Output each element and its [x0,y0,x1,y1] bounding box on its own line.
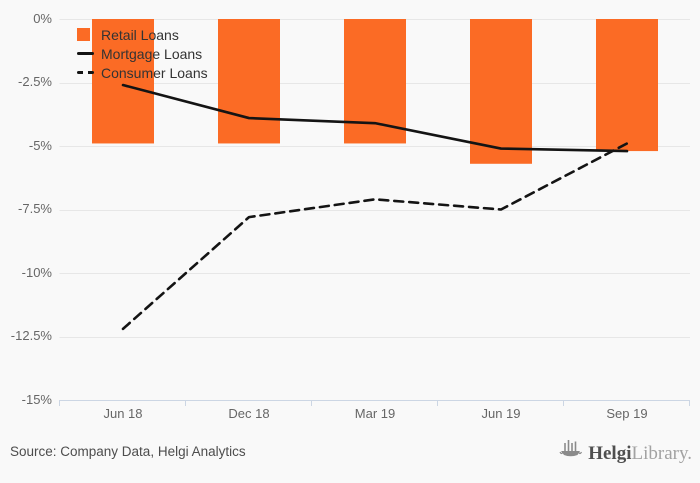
dashed-line-swatch-icon [77,71,94,74]
legend-label: Mortgage Loans [101,45,203,62]
y-axis-label: -5% [28,138,52,153]
helgi-ship-icon [559,437,584,464]
retail-loans-bar[interactable] [470,19,532,164]
chart-canvas [59,19,690,406]
retail-loans-bar[interactable] [92,19,154,144]
y-axis-label: -7.5% [18,201,52,216]
x-axis-label: Jun 19 [481,406,521,421]
legend-item-consumer-loans[interactable]: Consumer Loans [77,63,208,82]
y-axis-label: -12.5% [10,328,52,343]
source-attribution: Source: Company Data, Helgi Analytics [10,444,246,459]
mortgage-loans-line[interactable] [121,83,629,153]
solid-line-swatch-icon [77,52,94,55]
legend-item-retail-loans[interactable]: Retail Loans [77,25,208,44]
y-axis-label: -10% [21,265,52,280]
footer: Source: Company Data, Helgi Analytics He… [0,430,700,483]
legend-label: Consumer Loans [101,64,208,81]
y-axis-label: 0% [33,11,52,26]
retail-loans-bar[interactable] [344,19,406,144]
legend-label: Retail Loans [101,26,179,43]
retail-loans-bar[interactable] [596,19,658,152]
logo-wordmark: HelgiLibrary. [588,443,692,464]
x-axis-label: Mar 19 [354,406,396,421]
consumer-loans-line[interactable] [121,142,629,331]
y-axis-label: -15% [21,392,52,407]
x-axis-label: Dec 18 [228,406,270,421]
legend-item-mortgage-loans[interactable]: Mortgage Loans [77,44,208,63]
bar-swatch-icon [77,28,90,41]
x-axis-label: Sep 19 [606,406,648,421]
x-axis-label: Jun 18 [103,406,143,421]
y-axis-label: -2.5% [18,74,52,89]
legend: Retail Loans Mortgage Loans Consumer Loa… [77,25,208,82]
chart-area: 0% -2.5% -5% -7.5% -10% -12.5% -15% Jun … [10,11,690,421]
helgi-library-logo[interactable]: HelgiLibrary. [559,437,692,465]
retail-loans-bar[interactable] [218,19,280,144]
